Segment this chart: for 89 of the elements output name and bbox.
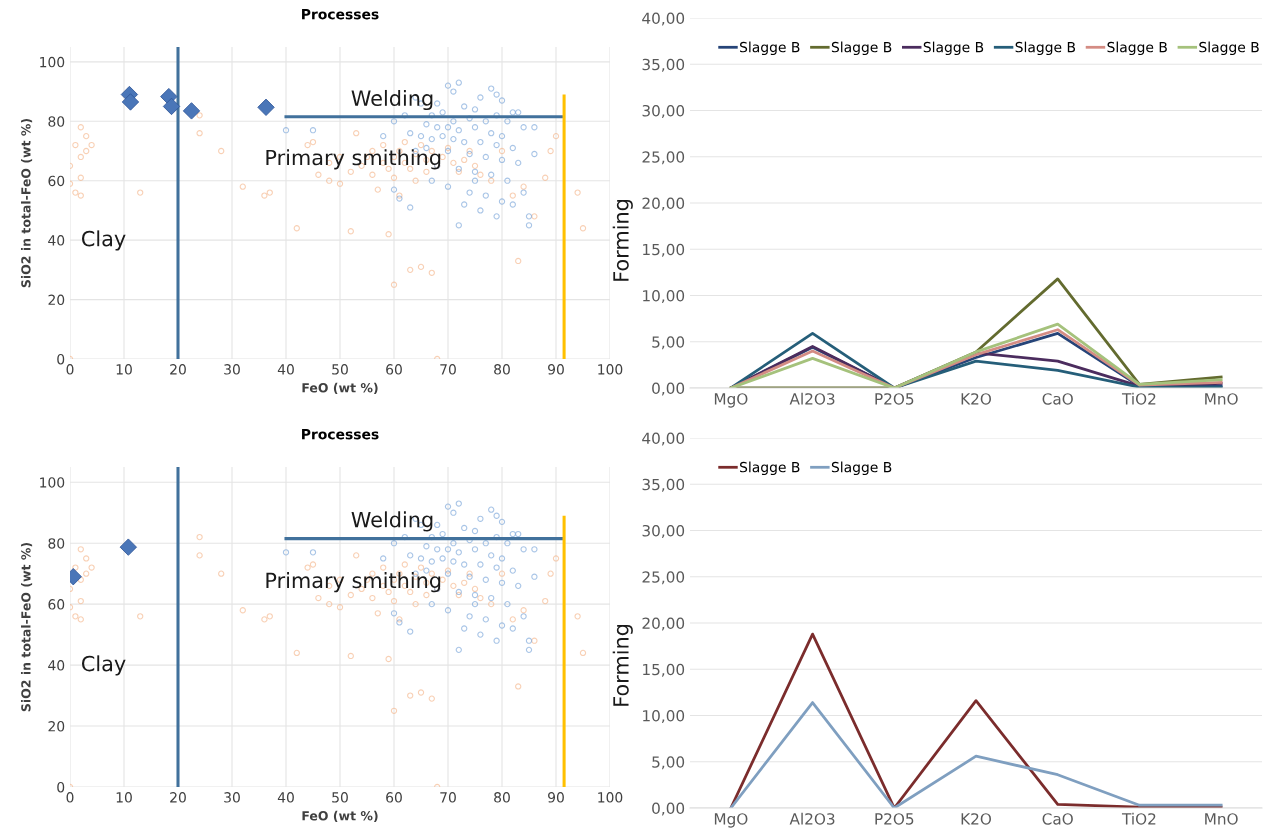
x-tick-label: CaO xyxy=(1042,393,1073,405)
y-tick-label: 15,00 xyxy=(643,243,685,257)
x-tick-label: 60 xyxy=(386,792,402,803)
x-tick-label: 90 xyxy=(548,792,564,803)
x-tick-label: 100 xyxy=(598,364,623,375)
annotation: Welding xyxy=(351,89,433,111)
y-tick-label: 20,00 xyxy=(642,617,685,631)
x-tick-label: 40 xyxy=(277,364,294,375)
y-tick-label: 30,00 xyxy=(642,104,685,119)
x-tick-label: Al2O3 xyxy=(789,812,835,825)
x-tick-label: P2O5 xyxy=(875,393,914,405)
x-tick-label: MgO xyxy=(714,813,748,828)
text: Forming xyxy=(612,624,633,706)
y-tick-label: 60 xyxy=(48,599,65,610)
annotation: Primary smithing xyxy=(266,149,441,170)
y-axis-title: SiO2 in total-FeO (wt %) xyxy=(20,118,33,288)
legend-label: Slagge B xyxy=(831,461,892,476)
x-tick-label: 10 xyxy=(116,792,132,803)
x-tick-label: 70 xyxy=(440,792,456,803)
x-tick-label: 100 xyxy=(598,792,623,803)
chart-title: Processes xyxy=(302,429,379,440)
x-tick-label: 80 xyxy=(494,792,510,803)
annotation: Clay xyxy=(81,230,126,251)
y-tick-label: 35,00 xyxy=(642,478,685,492)
x-tick-label: MgO xyxy=(714,393,748,408)
x-tick-label: 80 xyxy=(494,364,510,375)
x-tick-label: CaO xyxy=(1042,813,1073,825)
y-tick-label: 15,00 xyxy=(643,663,685,677)
y-tick-label: 80 xyxy=(48,116,65,127)
x-tick-label: 20 xyxy=(170,792,186,803)
text: Forming xyxy=(612,199,633,281)
annotation: Primary smithing xyxy=(266,572,441,593)
y-tick-label: 20,00 xyxy=(642,197,685,211)
y-tick-label: 35,00 xyxy=(642,58,685,72)
legend-label: Slagge B xyxy=(831,41,892,56)
x-tick-label: 30 xyxy=(224,792,240,803)
x-tick-label: P2O5 xyxy=(875,813,914,825)
x-tick-label: TiO2 xyxy=(1121,812,1156,825)
x-axis-title: FeO (wt %) xyxy=(302,810,378,823)
y-tick-label: 40,00 xyxy=(642,12,685,26)
y-tick-label: 0 xyxy=(57,781,65,793)
x-tick-label: 40 xyxy=(277,792,294,803)
y-tick-label: 100 xyxy=(40,477,65,488)
legend-label: Slagge B xyxy=(740,461,800,476)
y-tick-label: 80 xyxy=(48,538,65,549)
line-series xyxy=(729,701,1223,808)
y-tick-label: 25,00 xyxy=(642,571,685,585)
x-tick-label: 70 xyxy=(440,364,456,375)
y-tick-label: 20 xyxy=(48,721,65,732)
x-tick-label: 10 xyxy=(116,364,132,375)
x-tick-label: 20 xyxy=(170,364,186,375)
x-tick-label: MnO xyxy=(1205,393,1238,405)
y-tick-label: 40,00 xyxy=(642,432,685,446)
annotation: Welding xyxy=(351,511,433,532)
x-axis-title: FeO (wt %) xyxy=(302,382,378,394)
y-tick-label: 40 xyxy=(48,235,65,246)
x-tick-label: 90 xyxy=(548,364,564,375)
x-tick-label: K2O xyxy=(961,393,992,405)
legend-label: Slagge B xyxy=(740,41,800,56)
y-tick-label: 40 xyxy=(48,660,65,671)
y-tick-label: 60 xyxy=(48,175,65,187)
x-tick-label: K2O xyxy=(961,813,992,825)
y-tick-label: 0 xyxy=(57,353,65,365)
x-tick-label: 50 xyxy=(332,792,348,803)
legend-label: Slagge B xyxy=(1107,41,1167,56)
x-tick-label: TiO2 xyxy=(1121,392,1156,405)
y-tick-label: 25,00 xyxy=(642,151,685,165)
y-tick-label: 30,00 xyxy=(642,524,685,539)
y-tick-label: 0,00 xyxy=(652,802,685,816)
x-tick-label: 0 xyxy=(66,792,74,803)
x-tick-label: 50 xyxy=(332,364,348,375)
annotation: Clay xyxy=(81,655,126,676)
chart-title: Processes xyxy=(302,9,379,20)
y-tick-label: 10,00 xyxy=(643,709,685,724)
y-tick-label: 10,00 xyxy=(643,289,685,304)
x-tick-label: Al2O3 xyxy=(789,392,835,405)
y-axis-title: SiO2 in total-FeO (wt %) xyxy=(20,542,33,712)
y-tick-label: 0,00 xyxy=(652,382,685,396)
x-tick-label: MnO xyxy=(1205,813,1238,825)
legend-label: Slagge B xyxy=(923,41,984,56)
y-tick-label: 20 xyxy=(48,294,65,306)
x-tick-label: 30 xyxy=(224,364,240,375)
legend-label: Slagge B xyxy=(1015,41,1076,56)
x-tick-label: 60 xyxy=(386,364,402,375)
x-tick-label: 0 xyxy=(66,364,74,375)
y-tick-label: 5,00 xyxy=(652,336,685,350)
y-tick-label: 5,00 xyxy=(652,756,685,770)
y-tick-label: 100 xyxy=(40,56,65,68)
legend-label: Slagge B xyxy=(1199,41,1259,56)
